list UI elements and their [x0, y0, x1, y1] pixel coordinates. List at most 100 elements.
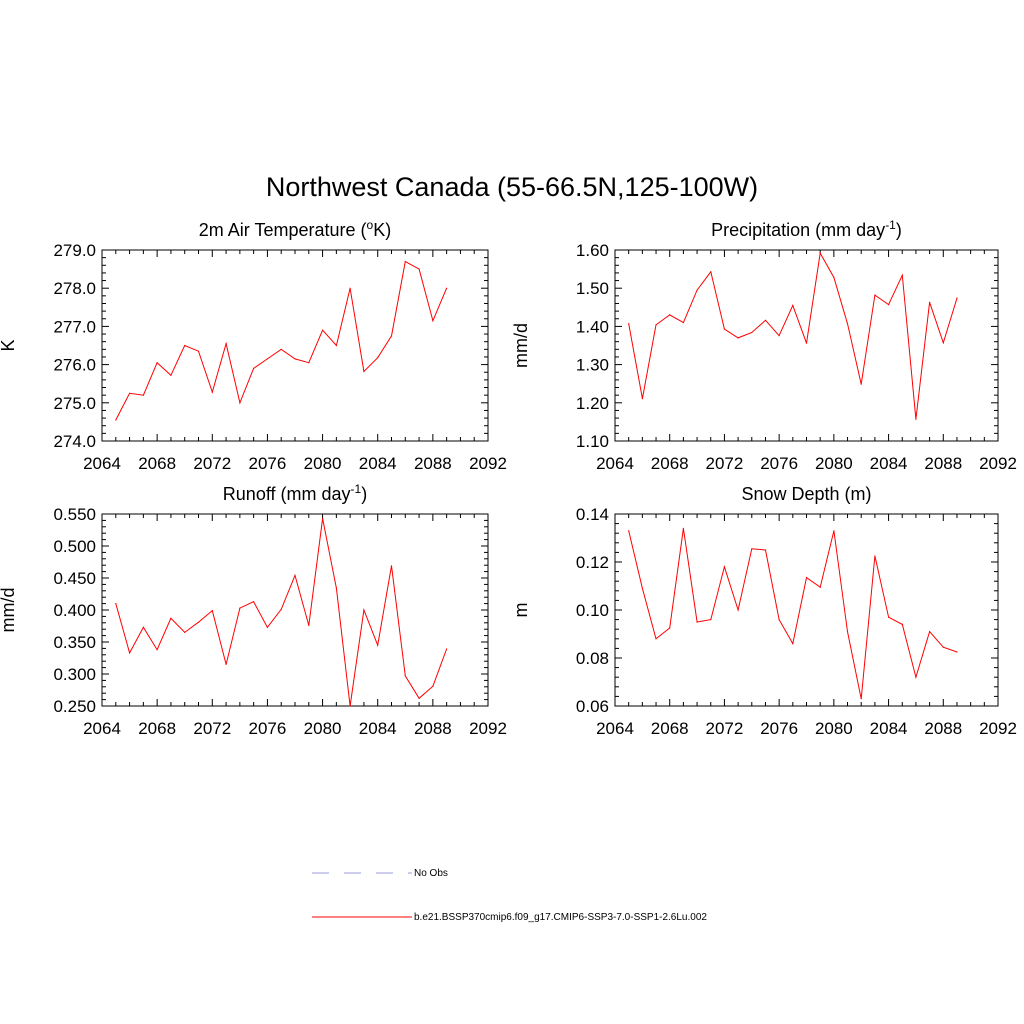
y-axis-label: m [511, 603, 531, 618]
panel-runoff: 2064 2068 2072 2076 2080 2084 2088 2092 0.250 0.3… [0, 482, 507, 738]
data-point [404, 260, 406, 263]
data-point [751, 331, 753, 334]
data-point [253, 601, 255, 603]
legend: No Obs b.e21.BSSP370cmip6.f09_g17.CMIP6-… [312, 868, 707, 923]
x-tick-label: 2064 [83, 719, 121, 738]
panel-title-tail: ) [896, 220, 902, 240]
data-point [211, 610, 213, 612]
x-tick-label: 2076 [249, 719, 287, 738]
data-point [266, 626, 268, 628]
data-point [751, 548, 753, 550]
panel-title-main: Precipitation (mm day [711, 220, 885, 240]
data-point [363, 609, 365, 611]
panel-title-main: Snow Depth (m) [741, 484, 871, 504]
data-point [115, 419, 117, 421]
y-tick-label: 1.60 [576, 241, 609, 260]
x-tick-label: 2068 [651, 454, 689, 473]
data-point [682, 527, 685, 530]
data-point [266, 358, 268, 360]
legend-obs-label: No Obs [414, 868, 448, 879]
data-point [956, 651, 958, 653]
data-point [805, 342, 808, 344]
panel-temperature: 2064 2068 2072 2076 2080 2084 2088 2092 274.0 275… [0, 218, 507, 473]
y-tick-label: 1.40 [576, 317, 609, 336]
data-point [253, 367, 255, 369]
data-point [901, 623, 903, 626]
data-point [888, 616, 890, 618]
x-tick-label: 2084 [359, 719, 397, 738]
y-tick-label: 0.14 [576, 505, 609, 524]
data-point [308, 624, 310, 627]
series-line-snow-depth [628, 528, 958, 699]
y-axis-label: mm/d [0, 588, 18, 633]
data-point [432, 320, 434, 322]
data-point [446, 287, 448, 289]
data-point [294, 574, 296, 577]
data-point [349, 287, 351, 289]
data-point [778, 619, 780, 621]
data-point [142, 394, 144, 396]
data-point [335, 587, 337, 589]
data-point [129, 652, 131, 654]
data-point [280, 608, 282, 611]
data-point [156, 362, 158, 364]
data-point [669, 314, 671, 316]
panel-title-main: 2m Air Temperature ( [199, 220, 367, 240]
x-tick-label: 2088 [414, 454, 452, 473]
y-tick-label: 0.350 [53, 633, 96, 652]
data-point [805, 577, 808, 579]
data-point [792, 643, 794, 645]
panel-title-tail: K) [373, 220, 391, 240]
data-point [901, 274, 903, 276]
legend-model-label: b.e21.BSSP370cmip6.f09_g17.CMIP6-SSP3-7.… [414, 912, 707, 923]
y-tick-label: 0.300 [53, 665, 96, 684]
x-tick-label: 2088 [414, 719, 452, 738]
x-tick-label: 2092 [979, 454, 1017, 473]
y-tick-label: 275.0 [53, 394, 96, 413]
x-tick-label: 2092 [469, 454, 507, 473]
y-tick-label: 277.0 [53, 317, 96, 336]
data-point [833, 276, 835, 279]
series-line-runoff [115, 518, 448, 707]
data-point [696, 621, 698, 623]
data-point [874, 555, 876, 557]
data-point [322, 329, 324, 331]
y-axis-label: K [0, 339, 18, 351]
data-point [641, 587, 644, 590]
data-point [846, 631, 849, 633]
x-tick-label: 2088 [924, 454, 962, 473]
plot-frame [614, 249, 999, 442]
data-point [197, 350, 200, 352]
data-point [239, 402, 241, 404]
x-tick-label: 2072 [193, 719, 231, 738]
data-point [655, 638, 657, 640]
data-point [915, 418, 917, 420]
x-tick-label: 2072 [706, 719, 744, 738]
data-point [349, 705, 351, 707]
data-point [322, 517, 324, 520]
data-point [239, 607, 241, 609]
data-point [225, 663, 227, 666]
data-point [184, 631, 186, 634]
data-point [723, 566, 726, 568]
x-tick-label: 2080 [815, 719, 853, 738]
y-axis-label: mm/d [511, 323, 531, 368]
x-tick-label: 2068 [138, 454, 176, 473]
data-point [888, 304, 890, 306]
data-point [710, 271, 712, 273]
panel-title: Runoff (mm day-1) [223, 482, 367, 504]
data-point [915, 676, 917, 678]
x-tick-label: 2092 [979, 719, 1017, 738]
x-tick-label: 2080 [815, 454, 853, 473]
panel-title: Snow Depth (m) [741, 484, 871, 504]
data-point [184, 344, 186, 347]
data-point [956, 297, 958, 299]
data-point [446, 648, 448, 650]
panel-title-superscript: -1 [885, 218, 896, 232]
data-point [308, 362, 310, 364]
y-tick-label: 1.20 [576, 394, 609, 413]
y-tick-label: 1.50 [576, 279, 609, 298]
data-point [942, 342, 944, 344]
data-point [929, 631, 931, 633]
